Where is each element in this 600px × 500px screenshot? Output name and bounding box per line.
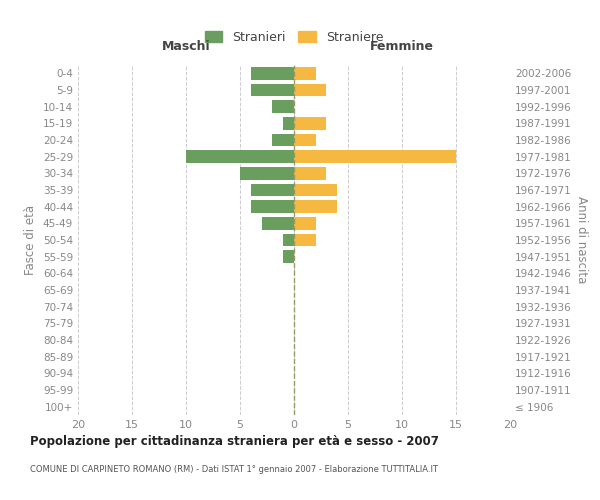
Text: Femmine: Femmine xyxy=(370,40,434,52)
Bar xyxy=(272,134,294,146)
Bar xyxy=(294,117,326,130)
Bar xyxy=(294,234,316,246)
Text: Popolazione per cittadinanza straniera per età e sesso - 2007: Popolazione per cittadinanza straniera p… xyxy=(30,435,439,448)
Text: Maschi: Maschi xyxy=(161,40,211,52)
Bar xyxy=(294,150,456,163)
Y-axis label: Anni di nascita: Anni di nascita xyxy=(575,196,588,284)
Bar xyxy=(262,217,294,230)
Bar xyxy=(283,234,294,246)
Bar xyxy=(294,200,337,213)
Bar xyxy=(251,67,294,80)
Text: COMUNE DI CARPINETO ROMANO (RM) - Dati ISTAT 1° gennaio 2007 - Elaborazione TUTT: COMUNE DI CARPINETO ROMANO (RM) - Dati I… xyxy=(30,465,438,474)
Bar xyxy=(294,217,316,230)
Bar xyxy=(186,150,294,163)
Bar xyxy=(294,67,316,80)
Bar xyxy=(294,84,326,96)
Legend: Stranieri, Straniere: Stranieri, Straniere xyxy=(200,26,388,49)
Bar xyxy=(294,184,337,196)
Y-axis label: Fasce di età: Fasce di età xyxy=(25,205,37,275)
Bar xyxy=(294,167,326,179)
Bar xyxy=(251,184,294,196)
Bar xyxy=(294,134,316,146)
Bar xyxy=(272,100,294,113)
Bar xyxy=(283,250,294,263)
Bar xyxy=(283,117,294,130)
Bar xyxy=(240,167,294,179)
Bar xyxy=(251,84,294,96)
Bar xyxy=(251,200,294,213)
